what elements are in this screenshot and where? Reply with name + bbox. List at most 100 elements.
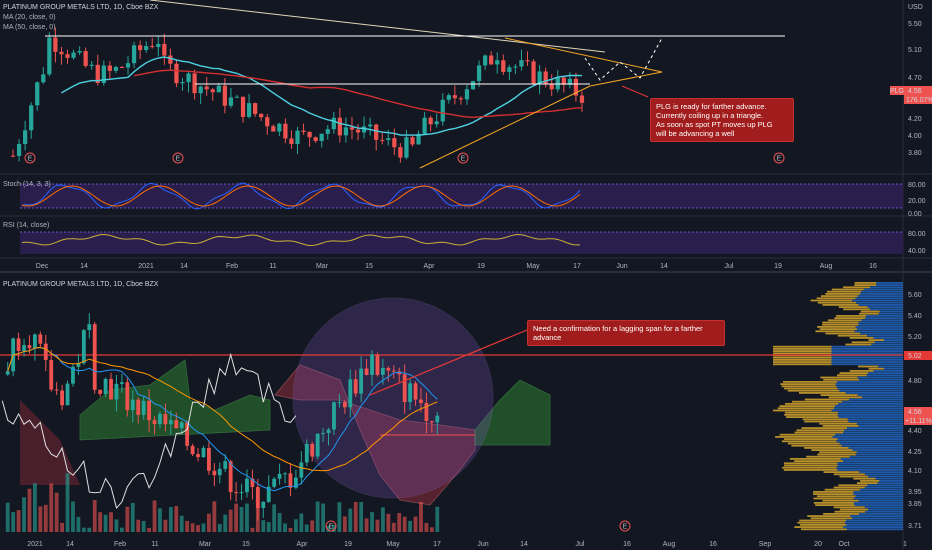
volume-profile-bar [796, 429, 845, 432]
volume-profile-bar [853, 491, 903, 493]
volume-bar [120, 527, 124, 532]
volume-bar [130, 502, 135, 532]
bottom-date-tick: 19 [344, 541, 352, 548]
volume-profile-bar [844, 429, 903, 432]
top-candle-body [107, 65, 112, 71]
bottom-date-tick: 2021 [27, 541, 43, 548]
bottom-candle-body [375, 354, 380, 375]
bottom-annotation-callout[interactable]: Need a confirmation for a lagging span f… [527, 320, 725, 346]
volume-profile-bar [857, 328, 903, 330]
volume-profile-bar [843, 526, 903, 528]
volume-bar [185, 520, 190, 532]
volume-bar [239, 506, 244, 532]
volume-profile-bar [806, 455, 850, 458]
top-candle-body [156, 43, 161, 48]
bottom-date-tick: Oct [839, 541, 850, 548]
top-candle-body [131, 45, 137, 64]
volume-profile-bar [835, 433, 903, 436]
volume-profile-bar [861, 290, 903, 293]
volume-profile-bar [838, 306, 868, 308]
bottom-candle-body [255, 486, 260, 508]
top-candle-body [380, 139, 385, 141]
top-candle-body [228, 97, 234, 106]
triangle-upper-line [504, 37, 663, 73]
ticker-badge: PLG [890, 88, 904, 95]
top-candle-body [501, 60, 506, 72]
ma50-legend: MA (50, close, 0) [3, 24, 56, 31]
volume-bar [321, 503, 325, 532]
tenkan-line [7, 346, 438, 492]
stoch-band [20, 184, 903, 208]
top-candle-body [301, 130, 306, 132]
volume-profile-bar [822, 304, 859, 306]
bottom-date-tick: Feb [114, 541, 126, 548]
volume-profile-bar [884, 339, 903, 341]
volume-profile-bar [827, 319, 862, 322]
volume-profile-bar [854, 282, 877, 284]
volume-profile-bar [873, 337, 903, 339]
volume-profile-bar [784, 411, 839, 414]
volume-profile-bar [845, 392, 903, 394]
volume-profile-bar [837, 414, 903, 416]
bottom-annotation-pointer [369, 329, 528, 396]
volume-bar [261, 520, 266, 532]
volume-bar [136, 519, 141, 532]
volume-profile-bar [848, 420, 903, 423]
top-candle-body [144, 46, 149, 51]
volume-bar [207, 513, 211, 532]
bottom-chart-title: PLATINUM GROUP METALS LTD, 1D, Cboe BZX [3, 281, 159, 288]
top-date-tick: Apr [424, 263, 436, 270]
volume-profile-bar [834, 317, 866, 319]
earnings-marker-icon [773, 152, 785, 164]
top-candle-body [464, 89, 470, 100]
volume-profile-bar [794, 460, 844, 462]
bottom-date-tick: Aug [663, 541, 676, 548]
volume-bar [402, 516, 407, 532]
volume-profile-bar [831, 356, 903, 359]
volume-profile-bar [831, 409, 903, 412]
bottom-candle-body [326, 429, 331, 434]
volume-bar [353, 501, 358, 532]
top-annotation-callout[interactable]: PLG is ready for farther advance. Curren… [650, 98, 794, 142]
volume-profile-bar [859, 488, 903, 491]
bottom-date-tick: Jul [576, 541, 585, 548]
bottom-candle-body [212, 470, 217, 476]
volume-profile-bar [812, 493, 854, 495]
volume-bar [196, 525, 200, 532]
volume-profile-bar [837, 462, 903, 465]
volume-bar [255, 500, 260, 532]
volume-profile-bar [784, 438, 838, 440]
volume-bar [337, 502, 342, 532]
bottom-candle-body [304, 443, 309, 463]
resistance-badge-bg [904, 351, 932, 360]
rsi-line [21, 233, 581, 247]
volume-profile-bar [879, 310, 903, 313]
volume-profile-bar [801, 427, 848, 429]
top-candle-body [150, 46, 155, 48]
top-candle-body [168, 55, 173, 64]
bottom-candle-body [163, 413, 168, 425]
bottom-candle-body [408, 383, 412, 403]
volume-profile-bar [787, 389, 840, 392]
volume-bar [33, 483, 37, 532]
volume-profile-bar [843, 308, 871, 311]
bottom-candle-body [158, 413, 162, 425]
top-candle-body [180, 82, 185, 84]
volume-profile-bar [871, 343, 903, 346]
volume-bar [397, 512, 402, 532]
rsi-tick: 40.00 [908, 248, 926, 255]
volume-profile-bar [863, 288, 903, 291]
volume-profile-bar [859, 378, 903, 381]
volume-bar [266, 522, 271, 532]
volume-bar [22, 497, 26, 532]
volume-profile-bar [831, 345, 903, 348]
bottom-candle-body [429, 421, 434, 423]
volume-profile-bar [773, 359, 832, 361]
volume-profile-bar [856, 422, 903, 425]
bottom-candle-body [49, 360, 54, 390]
volume-profile-bar [868, 508, 903, 511]
volume-profile-bar [783, 381, 838, 383]
volume-profile-bar [819, 422, 857, 425]
top-price-tick: 4.00 [908, 133, 922, 140]
